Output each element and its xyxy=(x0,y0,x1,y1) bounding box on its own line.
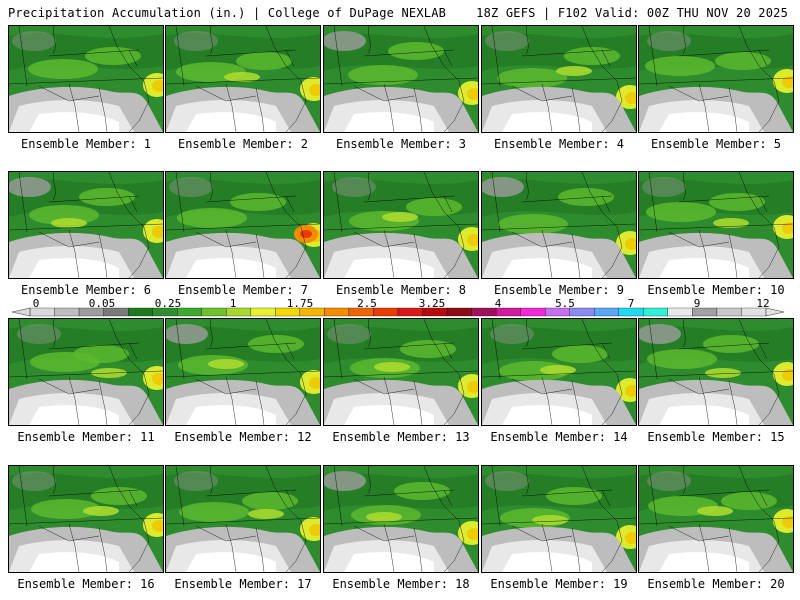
colorbar-tick-label: 7 xyxy=(627,297,635,310)
ensemble-member-label: Ensemble Member: 6 xyxy=(20,283,152,297)
ensemble-member-map xyxy=(8,465,164,573)
precipitation-map xyxy=(639,26,793,132)
ensemble-member-map xyxy=(638,318,794,426)
ensemble-member-label: Ensemble Member: 20 xyxy=(647,577,785,591)
colorbar-tick-label: 4 xyxy=(494,297,502,310)
colorbar-swatch xyxy=(373,307,399,317)
ensemble-member-map xyxy=(165,171,321,279)
colorbar-swatch xyxy=(643,307,669,317)
precipitation-map xyxy=(9,319,163,425)
precipitation-map xyxy=(482,319,636,425)
precipitation-map xyxy=(639,319,793,425)
ensemble-member-map xyxy=(8,318,164,426)
colorbar-tick-label: 9 xyxy=(693,297,701,310)
ensemble-member-label: Ensemble Member: 8 xyxy=(335,283,467,297)
ensemble-member-map xyxy=(165,465,321,573)
ensemble-member-label: Ensemble Member: 4 xyxy=(493,137,625,151)
ensemble-member-map xyxy=(165,25,321,133)
ensemble-member-map xyxy=(8,25,164,133)
map-title: Precipitation Accumulation (in.) | Colle… xyxy=(8,6,447,20)
colorbar-swatch xyxy=(667,307,693,317)
ensemble-member-label: Ensemble Member: 12 xyxy=(174,430,312,444)
ensemble-member-map xyxy=(323,171,479,279)
ensemble-member-label: Ensemble Member: 7 xyxy=(177,283,309,297)
ensemble-member-label: Ensemble Member: 17 xyxy=(174,577,312,591)
colorbar-tick-label: 12 xyxy=(756,297,770,310)
precipitation-map xyxy=(324,319,478,425)
model-run-info: 18Z GEFS | F102 Valid: 00Z THU NOV 20 20… xyxy=(476,6,788,20)
colorbar-swatch xyxy=(250,307,276,317)
colorbar-swatch xyxy=(324,307,350,317)
precipitation-map xyxy=(166,26,320,132)
ensemble-member-label: Ensemble Member: 11 xyxy=(17,430,155,444)
precipitation-map xyxy=(324,172,478,278)
precipitation-map xyxy=(9,26,163,132)
ensemble-member-label: Ensemble Member: 15 xyxy=(647,430,785,444)
colorbar-swatch xyxy=(201,307,227,317)
ensemble-member-map xyxy=(481,25,637,133)
precipitation-map xyxy=(639,172,793,278)
ensemble-member-map xyxy=(638,465,794,573)
colorbar-swatch xyxy=(127,307,153,317)
ensemble-member-label: Ensemble Member: 10 xyxy=(647,283,785,297)
ensemble-member-map xyxy=(8,171,164,279)
colorbar-tick-label: 0 xyxy=(32,297,40,310)
colorbar-swatch xyxy=(471,307,497,317)
ensemble-member-label: Ensemble Member: 18 xyxy=(332,577,470,591)
precipitation-map xyxy=(482,172,636,278)
precipitation-colorbar xyxy=(11,307,785,317)
ensemble-member-label: Ensemble Member: 9 xyxy=(493,283,625,297)
colorbar-tick-label: 1.75 xyxy=(286,297,314,310)
ensemble-member-map xyxy=(481,318,637,426)
colorbar-tick-label: 1 xyxy=(229,297,237,310)
colorbar-min-arrow xyxy=(11,307,31,317)
colorbar-swatch xyxy=(446,307,472,317)
ensemble-member-map xyxy=(638,171,794,279)
colorbar-tick-label: 5.5 xyxy=(555,297,575,310)
precipitation-map xyxy=(324,26,478,132)
ensemble-member-map xyxy=(481,171,637,279)
ensemble-member-map xyxy=(323,25,479,133)
precipitation-map xyxy=(9,172,163,278)
colorbar-swatch xyxy=(520,307,546,317)
precipitation-map xyxy=(482,466,636,572)
precipitation-map xyxy=(166,172,320,278)
colorbar-tick-label: 2.5 xyxy=(357,297,377,310)
precipitation-map xyxy=(166,466,320,572)
ensemble-member-label: Ensemble Member: 16 xyxy=(17,577,155,591)
colorbar-tick-label: 3.25 xyxy=(418,297,446,310)
colorbar-swatch xyxy=(716,307,742,317)
ensemble-member-map xyxy=(323,318,479,426)
precipitation-map xyxy=(482,26,636,132)
ensemble-member-label: Ensemble Member: 5 xyxy=(650,137,782,151)
colorbar-swatch xyxy=(54,307,80,317)
precipitation-map xyxy=(639,466,793,572)
ensemble-member-label: Ensemble Member: 3 xyxy=(335,137,467,151)
ensemble-member-label: Ensemble Member: 2 xyxy=(177,137,309,151)
ensemble-member-label: Ensemble Member: 13 xyxy=(332,430,470,444)
ensemble-member-label: Ensemble Member: 19 xyxy=(490,577,628,591)
precipitation-map xyxy=(166,319,320,425)
colorbar-tick-label: 0.05 xyxy=(88,297,116,310)
colorbar-tick-label: 0.25 xyxy=(154,297,182,310)
ensemble-member-map xyxy=(481,465,637,573)
ensemble-member-map xyxy=(638,25,794,133)
ensemble-member-label: Ensemble Member: 1 xyxy=(20,137,152,151)
colorbar-swatch xyxy=(594,307,619,317)
ensemble-member-map xyxy=(165,318,321,426)
colorbar-max-arrow xyxy=(765,307,785,317)
precipitation-map xyxy=(324,466,478,572)
ensemble-member-map xyxy=(323,465,479,573)
precipitation-map xyxy=(9,466,163,572)
ensemble-member-label: Ensemble Member: 14 xyxy=(490,430,628,444)
